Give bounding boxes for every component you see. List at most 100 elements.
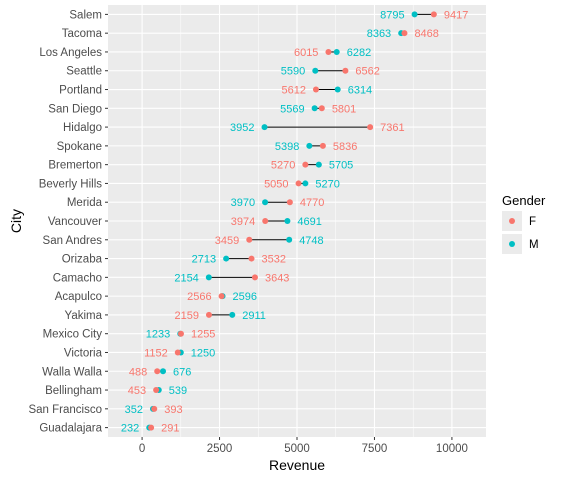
data-label-m: 1233 [146, 329, 170, 341]
legend-label-M: M [529, 239, 539, 251]
point-f [325, 48, 332, 55]
data-label-f: 3459 [215, 235, 239, 247]
point-f [148, 424, 155, 431]
y-tick-label: Bremerton [48, 160, 102, 172]
legend-key-F [509, 218, 515, 224]
point-f [251, 274, 258, 281]
data-label-f: 488 [129, 366, 147, 378]
y-tick-label: Vancouver [48, 216, 102, 228]
point-m [286, 236, 293, 243]
point-f [312, 86, 319, 93]
y-tick-label: Victoria [64, 347, 103, 359]
data-label-f: 291 [161, 423, 179, 435]
point-f [262, 218, 269, 224]
point-f [177, 330, 184, 337]
point-f [430, 11, 437, 18]
data-label-m: 3952 [230, 122, 254, 134]
data-label-f: 2159 [174, 310, 198, 322]
data-label-f: 5050 [264, 178, 288, 190]
x-tick-label: 7500 [362, 443, 388, 455]
y-tick-label: Orizaba [62, 254, 103, 266]
point-f [151, 405, 158, 412]
y-tick-label: Salem [69, 9, 102, 21]
data-label-m: 232 [121, 423, 139, 435]
y-tick-label: San Andres [43, 235, 103, 247]
point-m [306, 142, 313, 149]
y-tick-label: Seattle [66, 66, 102, 78]
data-label-f: 4770 [300, 197, 324, 209]
y-tick-label: Yakima [65, 310, 103, 322]
data-label-m: 5590 [281, 66, 305, 78]
point-f [302, 161, 309, 168]
data-label-m: 4748 [299, 235, 323, 247]
point-f [295, 180, 302, 187]
y-tick-label: Bellingham [45, 385, 102, 397]
data-label-m: 539 [169, 385, 187, 397]
data-label-f: 393 [164, 404, 182, 416]
point-m [302, 180, 309, 187]
point-f [153, 387, 160, 394]
data-label-m: 2713 [192, 254, 216, 266]
point-f [401, 30, 408, 37]
data-label-m: 1250 [191, 347, 215, 359]
data-label-m: 4691 [297, 216, 321, 228]
data-label-f: 453 [128, 385, 146, 397]
point-m [284, 218, 291, 224]
point-m [223, 255, 230, 262]
data-label-m: 352 [125, 404, 143, 416]
data-label-f: 3643 [265, 272, 289, 284]
grid-lines [108, 5, 486, 437]
y-tick-label: Tacoma [62, 28, 103, 40]
point-m [334, 86, 341, 93]
point-f [205, 311, 212, 318]
x-tick-label: 5000 [284, 443, 310, 455]
data-label-m: 5398 [275, 141, 299, 153]
point-f [154, 368, 161, 375]
point-f [318, 105, 325, 112]
data-label-f: 1152 [144, 347, 168, 359]
data-label-f: 9417 [444, 9, 468, 21]
x-axis-title: Revenue [269, 457, 325, 473]
x-tick-label: 2500 [207, 443, 233, 455]
legend-title: Gender [502, 193, 546, 208]
x-tick-label: 0 [139, 443, 145, 455]
x-tick-label: 10000 [436, 443, 468, 455]
data-label-f: 2566 [187, 291, 211, 303]
data-label-f: 6015 [294, 47, 318, 59]
point-f [174, 349, 181, 356]
point-m [262, 199, 269, 206]
data-label-f: 3532 [262, 254, 286, 266]
data-label-m: 5270 [315, 178, 339, 190]
y-tick-label: Los Angeles [39, 47, 102, 59]
point-m [312, 67, 319, 74]
data-label-m: 5705 [329, 160, 353, 172]
data-label-f: 3974 [231, 216, 255, 228]
point-m [229, 311, 236, 318]
data-label-m: 8363 [367, 28, 391, 40]
legend: Gender FM [502, 193, 546, 254]
data-label-f: 7361 [380, 122, 404, 134]
y-tick-label: Acapulco [55, 291, 102, 303]
points [146, 11, 437, 431]
data-label-m: 8795 [380, 9, 404, 21]
data-labels: 9417 8795 8468 8363 6282 6015 6562 5590 6314 5612… [121, 9, 468, 434]
data-label-m: 2596 [233, 291, 257, 303]
data-label-f: 1255 [191, 329, 215, 341]
y-tick-label: Spokane [57, 141, 102, 153]
data-label-m: 676 [173, 366, 191, 378]
legend-label-F: F [529, 216, 536, 228]
y-tick-label: Merida [67, 197, 103, 209]
data-label-f: 5612 [281, 85, 305, 97]
data-label-f: 5836 [333, 141, 357, 153]
point-m [333, 48, 340, 55]
point-f [367, 124, 374, 131]
data-label-m: 6282 [347, 47, 371, 59]
y-tick-label: Camacho [53, 272, 102, 284]
point-f [319, 142, 326, 149]
data-label-m: 2154 [174, 272, 198, 284]
y-tick-label: San Francisco [28, 404, 102, 416]
data-label-m: 2911 [242, 310, 266, 322]
legend-key-M [509, 241, 515, 247]
point-m [315, 161, 322, 168]
